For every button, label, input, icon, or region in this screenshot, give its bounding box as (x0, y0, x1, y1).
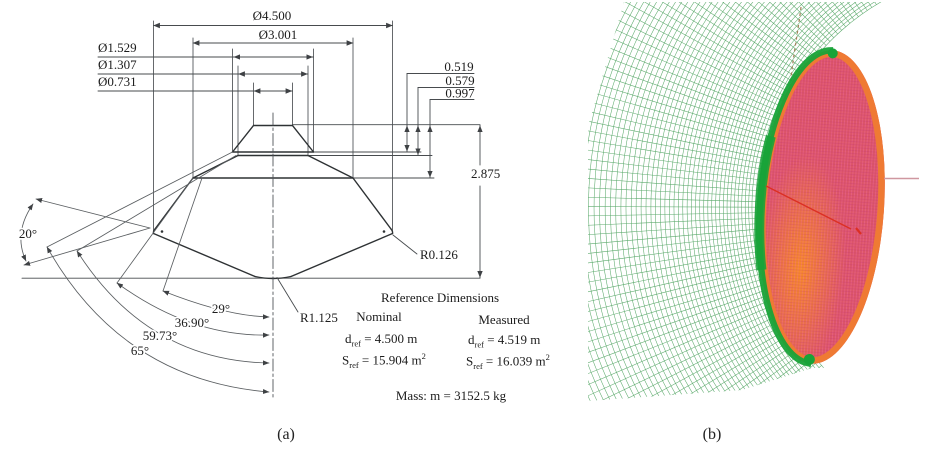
shoulder-center-right (382, 230, 386, 233)
mesh-convergence-top (827, 48, 838, 59)
dim-label-height-0579: 0.579 (445, 73, 474, 88)
dim-label-height-total: 2.875 (471, 166, 500, 181)
column-header-measured: Measured (478, 312, 530, 327)
dim-label-diameter-1529: Ø1.529 (98, 40, 137, 55)
ref-s-measured: Sref = 16.039 m2 (466, 352, 550, 371)
axis-line-red (765, 185, 852, 230)
mass-annotation: Mass: m = 3152.5 kg (395, 388, 507, 403)
dim-label-diameter-3001: Ø3.001 (259, 27, 298, 42)
panel-b-visualization (588, 2, 919, 401)
extension-lines (153, 20, 393, 233)
panel-a-drawing: Ø4.500 Ø3.001 Ø1.529 Ø1.307 Ø0.731 0.519… (17, 8, 500, 401)
capsule-shoulder-band-thick (754, 135, 776, 271)
dim-label-diameter-0731: Ø0.731 (98, 74, 137, 89)
dim-label-diameter-1307: Ø1.307 (98, 57, 137, 72)
dim-label-nose-radius: R1.125 (300, 310, 338, 325)
capsule-mesh-texture (759, 50, 885, 364)
caption-panel-b: (b) (702, 426, 722, 443)
caption-panel-a: (a) (277, 426, 295, 443)
ref-s-nominal: Sref = 15.904 m2 (342, 351, 426, 370)
dim-label-shoulder-radius: R0.126 (420, 247, 458, 262)
dim-label-height-0997: 0.997 (445, 86, 475, 101)
dim-label-diameter-4500: Ø4.500 (253, 8, 292, 23)
dimension-lines (97, 22, 393, 94)
mesh-convergence-bottom (803, 353, 815, 365)
angle-label-3690: 36.90° (175, 315, 209, 330)
height-dimensions (21, 73, 483, 279)
shoulder-center-left (160, 230, 164, 233)
reference-title: Reference Dimensions (380, 290, 500, 305)
angle-label-29: 29° (212, 301, 230, 316)
angle-label-20: 20° (19, 226, 37, 241)
radius-leaders (276, 234, 418, 313)
ref-d-measured: dref = 4.519 m (468, 332, 541, 350)
capsule-surface (752, 46, 892, 368)
angle-label-65: 65° (131, 343, 149, 358)
axis-tick-red (855, 227, 862, 235)
dim-label-height-0519: 0.519 (444, 59, 473, 74)
angle-label-5973: 59.73° (143, 328, 177, 343)
angle-dimensions (20, 151, 270, 395)
ref-d-nominal: dref = 4.500 m (345, 331, 418, 349)
column-header-nominal: Nominal (356, 309, 402, 324)
